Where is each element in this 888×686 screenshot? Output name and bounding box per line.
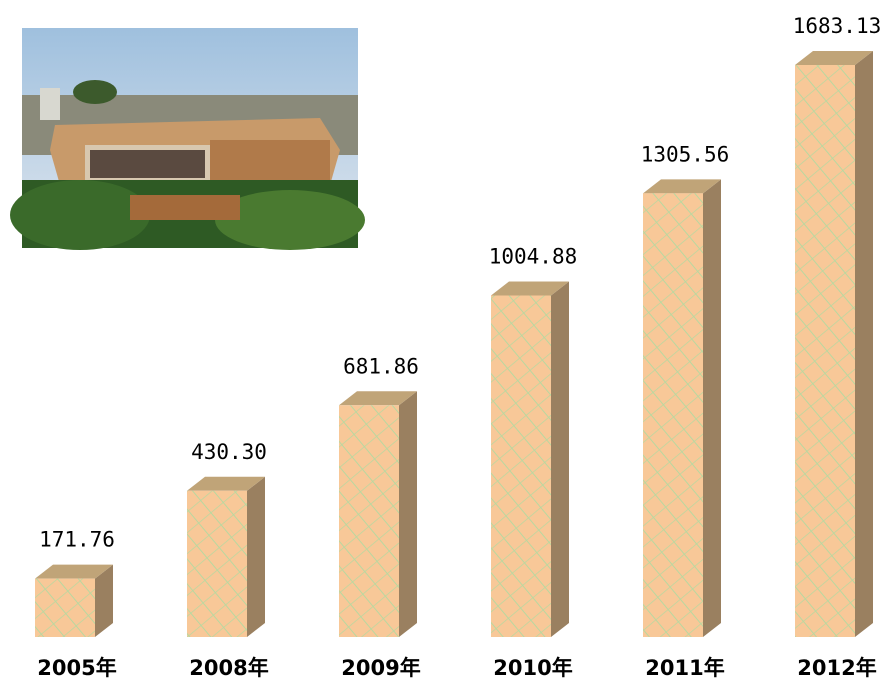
bar-front <box>187 490 247 637</box>
value-label: 1683.13 <box>793 14 882 38</box>
value-label: 681.86 <box>343 354 419 378</box>
bar-side <box>399 391 417 637</box>
bar <box>339 391 417 637</box>
bar-front <box>795 65 855 637</box>
value-label: 171.76 <box>39 528 115 552</box>
bar-side <box>247 476 265 637</box>
bar-top <box>795 51 873 65</box>
x-tick-label: 2008年 <box>189 656 268 680</box>
bar <box>491 281 569 637</box>
bar-side <box>551 281 569 637</box>
bar <box>795 51 873 637</box>
bar-front <box>643 193 703 638</box>
bar-top <box>491 281 569 296</box>
value-label: 430.30 <box>191 440 267 464</box>
bar <box>35 564 113 637</box>
x-tick-label: 2010年 <box>493 656 572 680</box>
value-label: 1004.88 <box>489 244 578 268</box>
x-tick-label: 2009年 <box>341 656 420 680</box>
photo <box>10 28 365 250</box>
bar <box>643 179 721 638</box>
bar <box>187 476 265 637</box>
value-label: 1305.56 <box>641 142 730 166</box>
x-tick-label: 2012年 <box>797 656 876 680</box>
x-tick-label: 2011年 <box>645 656 724 680</box>
bar-side <box>703 179 721 638</box>
bar-top <box>339 391 417 406</box>
bar-front <box>35 578 95 637</box>
x-tick-label: 2005年 <box>37 656 116 680</box>
bar-front <box>491 295 551 637</box>
bar-top <box>643 179 721 194</box>
bar-top <box>187 476 265 491</box>
bar-side <box>95 564 113 637</box>
bar-front <box>339 405 399 637</box>
bar-top <box>35 564 113 579</box>
bar-side <box>855 51 873 637</box>
